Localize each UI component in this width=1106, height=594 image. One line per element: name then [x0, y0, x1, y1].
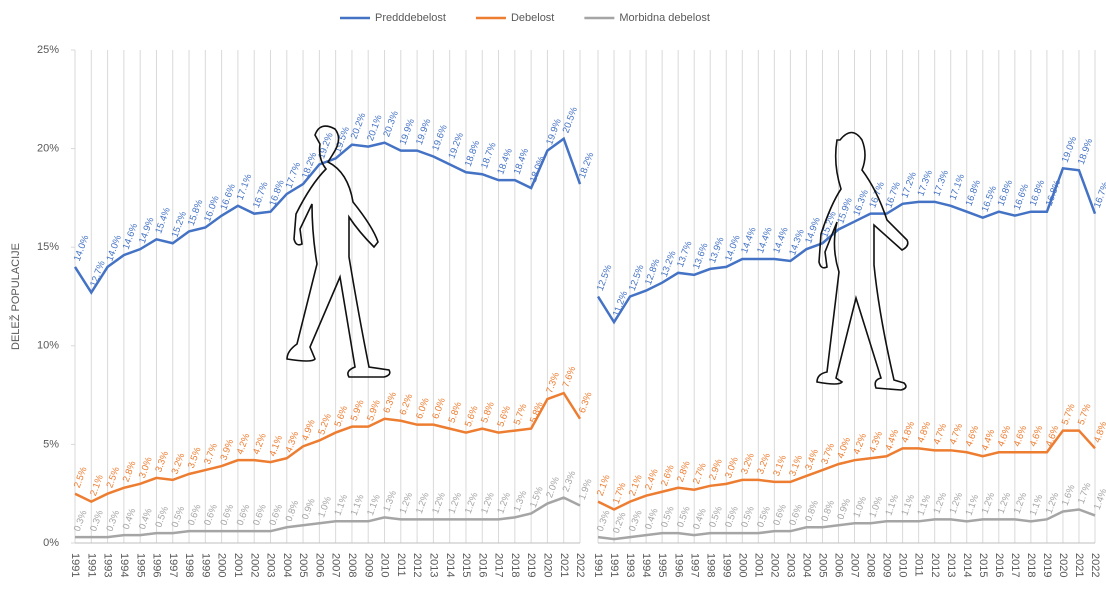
x-tick-label: 2001: [232, 553, 244, 577]
x-tick-label: 2012: [929, 553, 941, 577]
x-tick-label: 2000: [216, 553, 228, 577]
x-tick-label: 2008: [346, 553, 358, 577]
x-tick-label: 2005: [817, 553, 829, 577]
y-tick-label: 0%: [43, 537, 59, 549]
x-tick-label: 1994: [640, 553, 652, 577]
legend-label: Morbidna debelost: [619, 12, 710, 24]
x-tick-label: 2021: [1073, 553, 1085, 577]
x-tick-label: 2009: [881, 553, 893, 577]
x-tick-label: 2021: [558, 553, 570, 577]
x-tick-label: 2001: [752, 553, 764, 577]
x-tick-label: 1999: [199, 553, 211, 577]
x-tick-label: 2020: [542, 553, 554, 577]
x-tick-label: 2016: [476, 553, 488, 577]
man-silhouette: [286, 125, 391, 378]
x-tick-label: 2015: [977, 553, 989, 577]
x-tick-label: 1991: [69, 553, 81, 577]
line: [74, 391, 582, 503]
x-tick-label: 2017: [1009, 553, 1021, 577]
x-tick-label: 2002: [248, 553, 260, 577]
x-tick-label: 2013: [427, 553, 439, 577]
x-tick-label: 2008: [865, 553, 877, 577]
x-tick-label: 1995: [656, 553, 668, 577]
x-tick-label: 1995: [134, 553, 146, 577]
x-tick-label: 2000: [736, 553, 748, 577]
x-tick-label: 2014: [444, 553, 456, 577]
y-tick-label: 20%: [37, 143, 59, 155]
x-tick-label: 2022: [574, 553, 586, 577]
x-tick-label: 2015: [460, 553, 472, 577]
x-tick-label: 2013: [945, 553, 957, 577]
value-label: 16.7%: [1092, 180, 1106, 210]
x-tick-label: 2016: [993, 553, 1005, 577]
x-tick-label: 2009: [362, 553, 374, 577]
x-tick-label: 1996: [151, 553, 163, 577]
x-tick-label: 1991: [608, 553, 620, 577]
x-tick-label: 1994: [118, 553, 130, 577]
x-tick-label: 1997: [167, 553, 179, 577]
legend-label: Predddebelost: [375, 12, 446, 24]
legend-label: Debelost: [511, 12, 554, 24]
x-tick-label: 2010: [897, 553, 909, 577]
x-tick-label: 1996: [672, 553, 684, 577]
y-tick-label: 5%: [43, 438, 59, 450]
x-tick-label: 2007: [330, 553, 342, 577]
x-tick-label: 2014: [961, 553, 973, 577]
x-tick-label: 2018: [509, 553, 521, 577]
value-label: 1.4%: [1092, 487, 1106, 512]
x-tick-label: 2003: [265, 553, 277, 577]
x-tick-label: 2002: [768, 553, 780, 577]
line: [597, 429, 1096, 511]
x-tick-label: 1999: [720, 553, 732, 577]
y-tick-label: 15%: [37, 241, 59, 253]
x-tick-label: 2004: [281, 553, 293, 577]
x-tick-label: 2006: [833, 553, 845, 577]
x-tick-label: 2003: [784, 553, 796, 577]
x-tick-label: 1998: [183, 553, 195, 577]
x-tick-label: 2012: [411, 553, 423, 577]
x-tick-label: 1993: [102, 553, 114, 577]
x-tick-label: 2020: [1057, 553, 1069, 577]
x-tick-label: 2006: [313, 553, 325, 577]
y-tick-label: 25%: [37, 44, 59, 56]
x-tick-label: 2018: [1025, 553, 1037, 577]
value-label: 4.8%: [1092, 420, 1106, 445]
x-tick-label: 1997: [688, 553, 700, 577]
x-tick-label: 1998: [704, 553, 716, 577]
line: [75, 496, 581, 539]
line: [597, 508, 1096, 541]
woman-silhouette: [816, 131, 909, 391]
x-tick-label: 2005: [297, 553, 309, 577]
x-tick-label: 1991: [592, 553, 604, 577]
x-tick-label: 1991: [85, 553, 97, 577]
x-tick-label: 2007: [849, 553, 861, 577]
x-tick-label: 2010: [379, 553, 391, 577]
x-tick-label: 2011: [913, 553, 925, 577]
line: [596, 166, 1097, 325]
silhouettes: [286, 125, 909, 391]
y-tick-label: 10%: [37, 340, 59, 352]
y-axis-label: DELEŽ POPULACIJE: [9, 243, 22, 350]
x-tick-label: 2019: [525, 553, 537, 577]
x-tick-label: 2004: [801, 553, 813, 577]
x-tick-label: 2022: [1089, 553, 1101, 577]
x-tick-label: 2019: [1041, 553, 1053, 577]
x-tick-label: 1993: [624, 553, 636, 577]
x-tick-label: 2017: [493, 553, 505, 577]
x-tick-label: 2011: [395, 553, 407, 577]
